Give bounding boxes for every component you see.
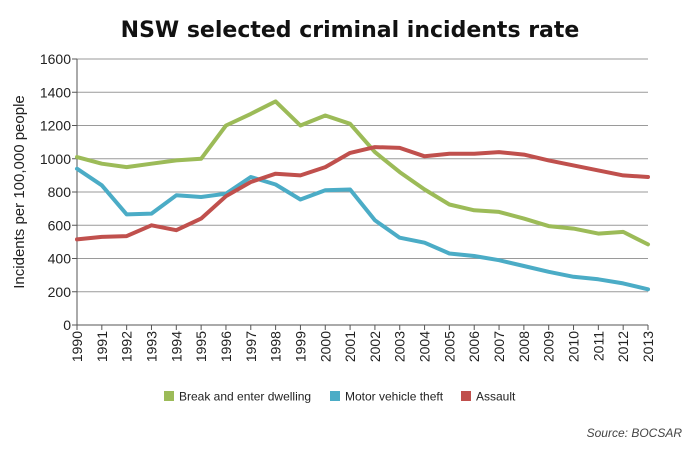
y-tick-label: 1200 xyxy=(40,118,71,134)
x-tick-label: 1990 xyxy=(69,331,85,362)
x-tick-label: 2006 xyxy=(466,331,482,362)
y-axis-ticks: 0 200 400 600 800 1000 1200 1400 1600 xyxy=(40,51,77,333)
x-tick-label: 2011 xyxy=(590,331,606,361)
y-tick-label: 200 xyxy=(48,284,72,300)
x-tick-label: 2004 xyxy=(417,331,433,362)
y-tick-label: 800 xyxy=(48,184,72,200)
y-axis-label: Incidents per 100,000 people xyxy=(11,95,28,288)
y-tick-label: 1000 xyxy=(40,151,71,167)
y-tick-label: 600 xyxy=(48,217,72,233)
x-tick-label: 2005 xyxy=(441,331,457,362)
x-tick-label: 2013 xyxy=(640,331,656,362)
series-lines xyxy=(75,99,650,292)
legend-swatch xyxy=(330,391,340,401)
legend-label: Motor vehicle theft xyxy=(345,390,444,404)
chart-title: NSW selected criminal incidents rate xyxy=(121,18,580,43)
y-tick-label: 1600 xyxy=(40,51,71,67)
x-tick-label: 1991 xyxy=(94,331,110,362)
source-note: Source: BOCSAR xyxy=(587,426,683,440)
x-axis-ticks: 1990 1991 1992 1993 1994 1995 1996 1997 1998 1999… xyxy=(69,325,656,362)
x-tick-label: 2003 xyxy=(392,331,408,362)
y-tick-label: 400 xyxy=(48,251,72,267)
x-tick-label: 2007 xyxy=(491,331,507,362)
x-tick-label: 2009 xyxy=(541,331,557,362)
y-tick-label: 1400 xyxy=(40,84,71,100)
x-tick-label: 2012 xyxy=(615,331,631,362)
x-tick-label: 2008 xyxy=(516,331,532,362)
y-tick-label: 0 xyxy=(63,317,71,333)
series-line xyxy=(75,99,650,247)
x-tick-label: 2002 xyxy=(367,331,383,362)
x-tick-label: 1998 xyxy=(268,331,284,362)
x-tick-label: 1996 xyxy=(218,331,234,362)
legend-label: Break and enter dwelling xyxy=(179,390,311,404)
x-tick-label: 1997 xyxy=(243,331,259,362)
series-line xyxy=(75,166,650,292)
x-tick-label: 1992 xyxy=(119,331,135,362)
x-tick-label: 1994 xyxy=(168,331,184,362)
x-tick-label: 1993 xyxy=(143,331,159,362)
x-tick-label: 2010 xyxy=(566,331,582,362)
legend-label: Assault xyxy=(476,390,516,404)
legend-swatch xyxy=(164,391,174,401)
x-tick-label: 1995 xyxy=(193,331,209,362)
legend: Break and enter dwelling Motor vehicle th… xyxy=(164,390,516,404)
x-tick-label: 1999 xyxy=(292,331,308,362)
x-tick-label: 2001 xyxy=(342,331,358,362)
legend-swatch xyxy=(461,391,471,401)
gridlines xyxy=(77,58,648,326)
axes xyxy=(76,59,648,326)
x-tick-label: 2000 xyxy=(317,331,333,362)
series-line xyxy=(75,145,650,242)
